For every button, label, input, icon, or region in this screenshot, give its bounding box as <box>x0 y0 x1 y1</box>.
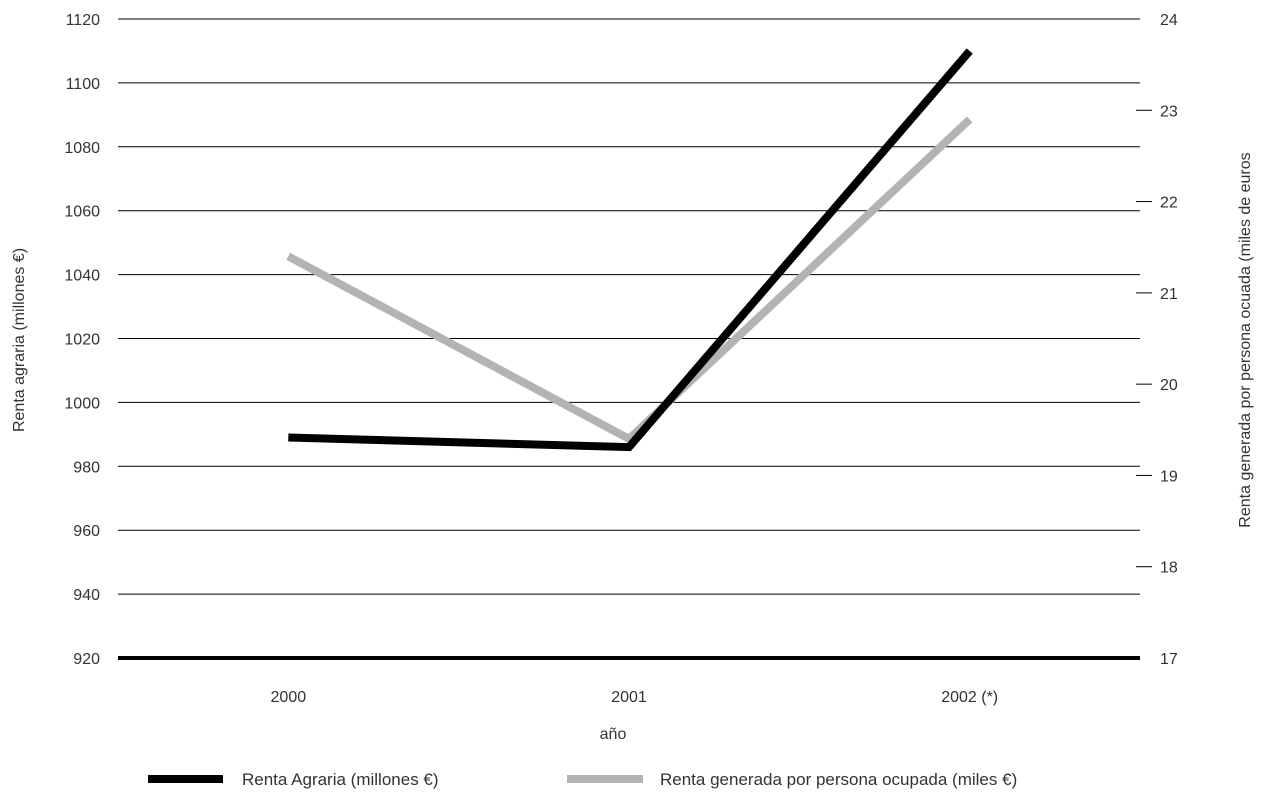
x-tick-label-1: 2001 <box>611 689 647 706</box>
y-left-tick-label-1000: 1000 <box>64 395 100 412</box>
y-left-tick-label-1120: 1120 <box>66 12 101 29</box>
legend-label-renta-persona: Renta generada por persona ocupada (mile… <box>660 770 1017 789</box>
series-line-renta-persona <box>286 116 973 444</box>
y-left-tick-label-1040: 1040 <box>64 268 100 285</box>
y-right-tick-label-22: 22 <box>1160 195 1178 212</box>
y-left-tick-label-1080: 1080 <box>64 140 100 157</box>
x-tick-label-2: 2002 (*) <box>941 689 998 706</box>
right-axis-ticks: 17 18 19 20 21 22 23 24 <box>1136 12 1178 668</box>
y-left-tick-label-940: 940 <box>73 587 100 604</box>
y-axis-right-title: Renta generada por persona ocuada (miles… <box>1237 152 1254 527</box>
y-right-tick-label-19: 19 <box>1160 468 1178 485</box>
y-right-tick-label-23: 23 <box>1160 103 1178 120</box>
x-tick-label-0: 2000 <box>271 689 307 706</box>
y-right-tick-label-20: 20 <box>1160 377 1178 394</box>
y-right-tick-label-17: 17 <box>1160 651 1178 668</box>
x-axis-title: año <box>600 726 627 743</box>
legend: Renta Agraria (millones €) Renta generad… <box>148 770 1017 789</box>
legend-item-renta-persona: Renta generada por persona ocupada (mile… <box>567 770 1017 789</box>
y-left-tick-label-920: 920 <box>73 651 100 668</box>
y-left-tick-label-1100: 1100 <box>66 76 101 93</box>
y-right-tick-label-18: 18 <box>1160 560 1178 577</box>
y-axis-left-title: Renta agraria (millones €) <box>11 248 28 432</box>
legend-label-renta-agraria: Renta Agraria (millones €) <box>242 770 439 789</box>
y-left-tick-label-960: 960 <box>73 523 100 540</box>
y-right-tick-label-24: 24 <box>1160 12 1178 29</box>
legend-item-renta-agraria: Renta Agraria (millones €) <box>148 770 439 789</box>
x-axis-ticks: 2000 2001 2002 (*) <box>271 689 999 706</box>
y-left-tick-label-1020: 1020 <box>64 332 100 349</box>
series-line-renta-agraria <box>288 48 973 452</box>
y-left-tick-label-1060: 1060 <box>64 204 100 221</box>
y-right-tick-label-21: 21 <box>1160 286 1178 303</box>
series-lines <box>286 48 973 452</box>
y-left-tick-label-980: 980 <box>73 459 100 476</box>
left-axis-ticks: 920 940 960 980 1000 1020 1040 1060 1080 1100 1120 <box>64 12 100 668</box>
gridlines <box>118 18 1140 660</box>
